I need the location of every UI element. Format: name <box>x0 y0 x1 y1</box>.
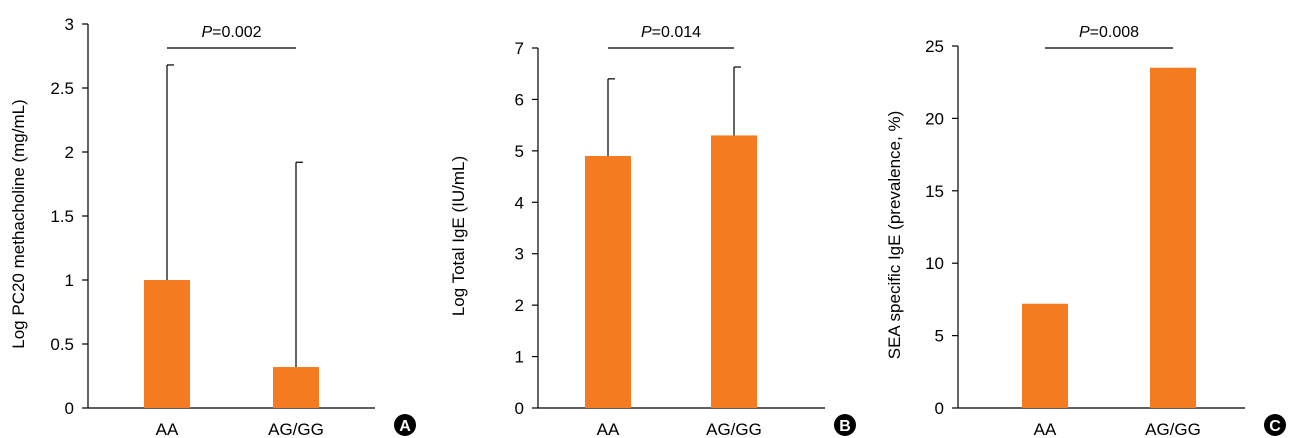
x-category-label: AA <box>597 420 620 438</box>
y-axis-title: SEA specific IgE (prevalence, %) <box>885 111 904 360</box>
y-tick-label: 1 <box>65 271 74 290</box>
y-tick-label: 2 <box>65 143 74 162</box>
bar <box>1022 303 1068 408</box>
y-tick-label: 0 <box>515 399 524 418</box>
panel-badge-circle <box>394 414 416 436</box>
x-category-label: AG/GG <box>1145 420 1201 438</box>
bar <box>144 280 190 408</box>
y-axis-title: Log Total IgE (IU/mL) <box>449 156 468 316</box>
y-tick-label: 15 <box>925 182 944 201</box>
y-tick-label: 0 <box>935 399 944 418</box>
p-value: =0.014 <box>652 24 701 41</box>
panel-badge: A <box>394 414 416 436</box>
y-tick-label: 25 <box>925 37 944 56</box>
p-value-label: P=0.002 <box>201 24 261 41</box>
panel-badge: B <box>834 414 856 436</box>
y-tick-label: 5 <box>515 142 524 161</box>
panel-badge: C <box>1264 414 1286 436</box>
bar <box>273 367 319 408</box>
y-tick-label: 10 <box>925 254 944 273</box>
p-symbol: P <box>641 24 652 41</box>
x-category-label: AA <box>156 420 179 438</box>
panel-c: 0 5 10 15 20 25 SEA specific IgE (prevalence, … <box>885 24 1286 438</box>
panel-badge-letter: A <box>399 418 411 435</box>
panel-badge-letter: C <box>1269 418 1281 435</box>
panel-badge-circle <box>834 414 856 436</box>
y-tick-label: 3 <box>515 245 524 264</box>
x-category-label: AG/GG <box>706 420 762 438</box>
y-tick-label: 6 <box>515 90 524 109</box>
x-category-label: AG/GG <box>268 420 324 438</box>
x-category-label: AA <box>1034 420 1057 438</box>
y-tick-label: 2 <box>515 296 524 315</box>
p-value: =0.008 <box>1090 24 1139 41</box>
panel-badge-circle <box>1264 414 1286 436</box>
p-symbol: P <box>1079 24 1090 41</box>
y-tick-label: 1.5 <box>50 207 74 226</box>
p-value: =0.002 <box>212 24 261 41</box>
y-tick-label: 0.5 <box>50 335 74 354</box>
panel-badge-letter: B <box>839 418 851 435</box>
y-tick-label: 1 <box>515 348 524 367</box>
p-value-label: P=0.014 <box>641 24 701 41</box>
y-tick-label: 0 <box>65 399 74 418</box>
y-tick-label: 4 <box>515 193 524 212</box>
y-tick-label: 2.5 <box>50 79 74 98</box>
bar <box>1150 67 1196 408</box>
bar <box>585 156 631 408</box>
y-tick-label: 7 <box>515 39 524 58</box>
p-value-label: P=0.008 <box>1079 24 1139 41</box>
panel-b: 0 1 2 3 4 5 6 7 Log Total IgE (IU/mL) AA AG/GG P=0.… <box>449 24 856 438</box>
y-tick-label: 20 <box>925 109 944 128</box>
y-tick-label: 5 <box>935 327 944 346</box>
bar <box>711 135 757 408</box>
y-tick-label: 3 <box>65 15 74 34</box>
panel-a: 0 0.5 1 1.5 2 2.5 3 Log PC20 methacholine (mg/m… <box>9 15 416 438</box>
y-axis-title: Log PC20 methacholine (mg/mL) <box>9 99 28 348</box>
p-symbol: P <box>201 24 212 41</box>
